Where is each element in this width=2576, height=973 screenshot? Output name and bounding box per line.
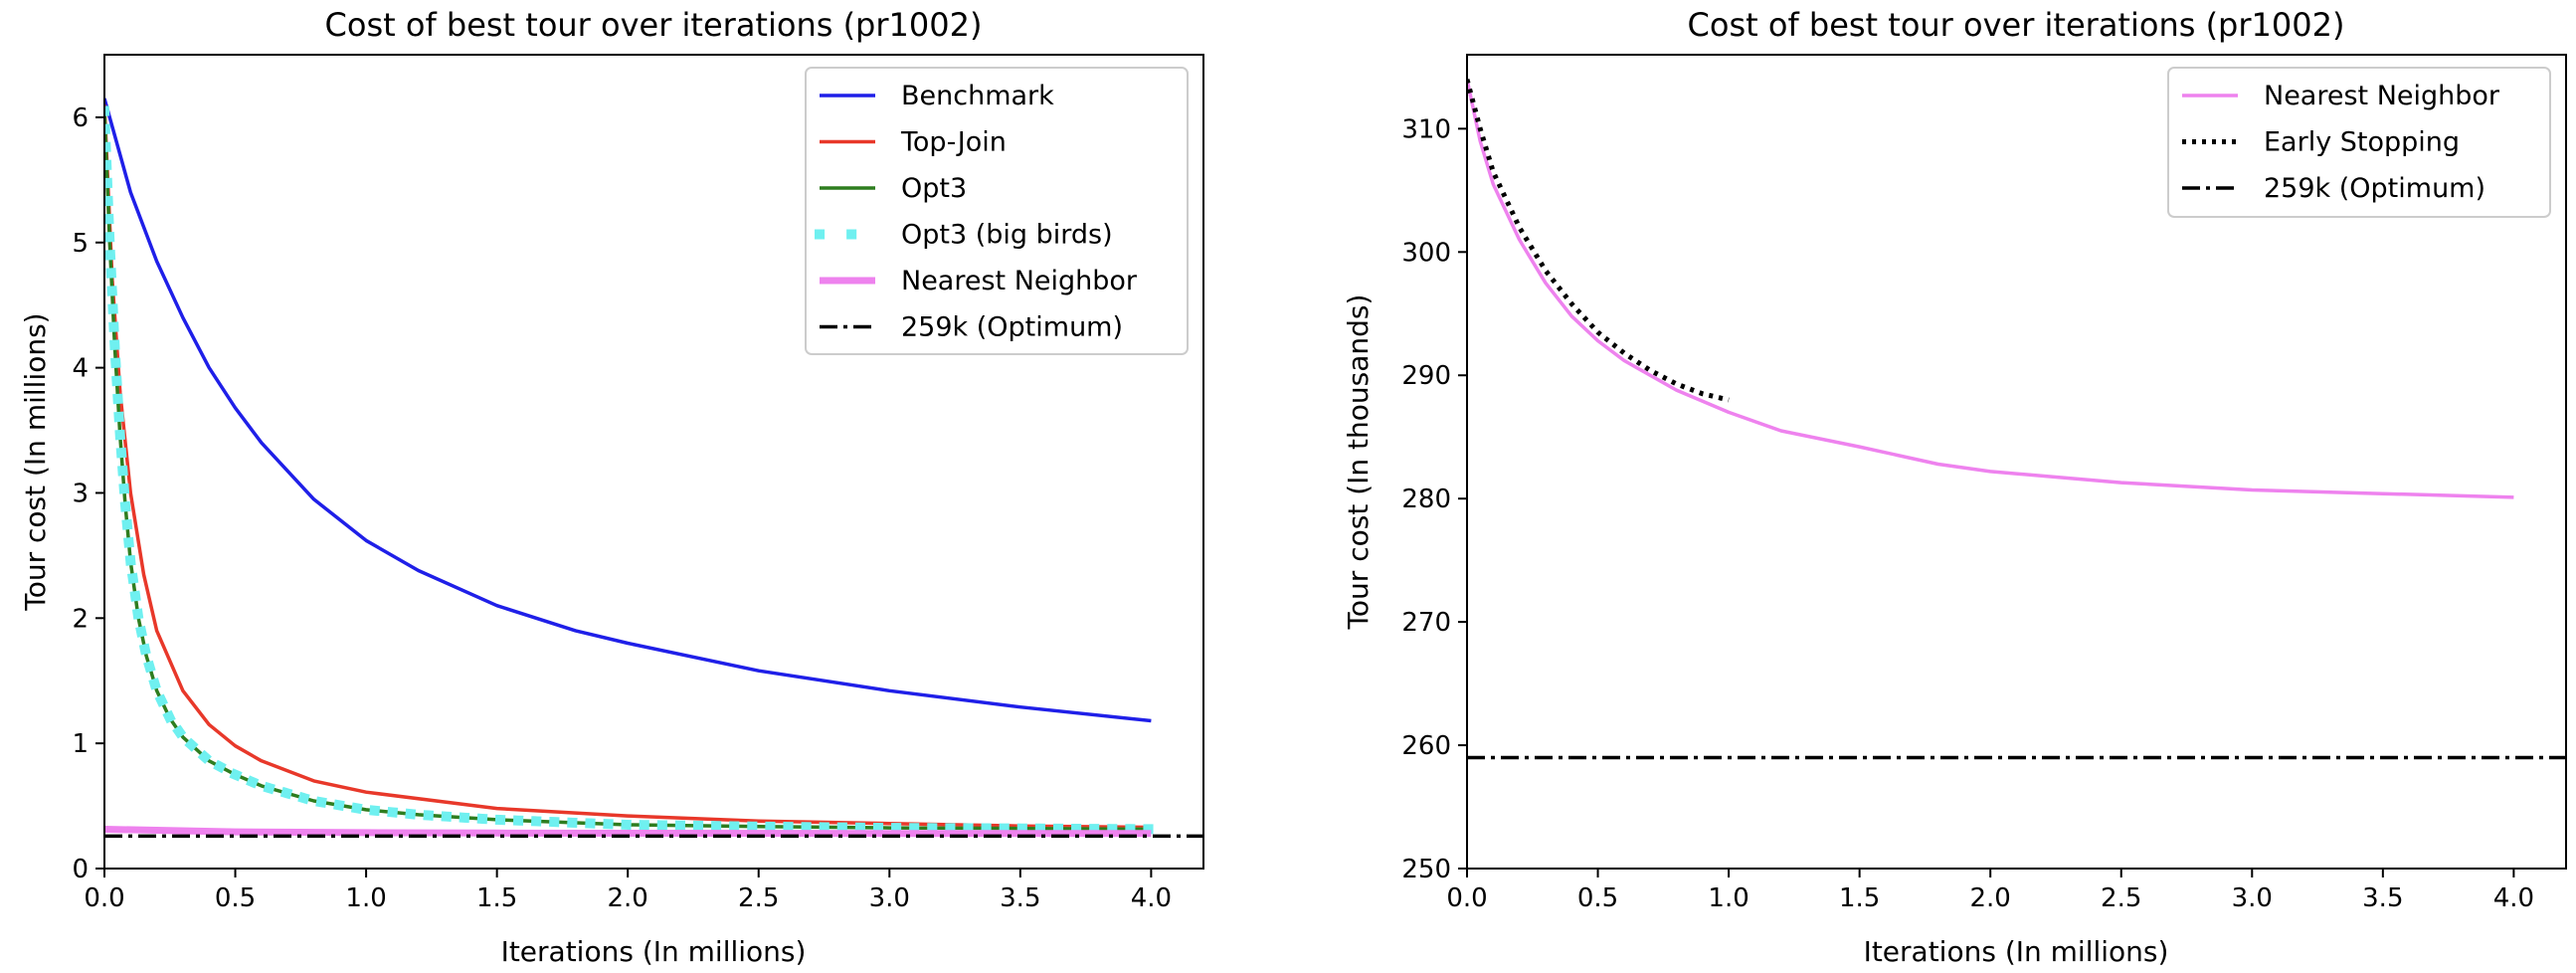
x-tick-label: 0.5 <box>1577 883 1618 913</box>
y-tick-label: 2 <box>72 604 89 634</box>
right-chart-xlabel: Iterations (In millions) <box>1864 935 2169 968</box>
right-chart-ticks: 0.0 0.5 1.0 1.5 2.0 2.5 3.0 3.5 4.0 250 260 270 280 2… <box>1401 114 2534 913</box>
legend-label: Opt3 <box>901 173 967 204</box>
y-tick-label: 280 <box>1401 485 1451 514</box>
legend-label: Benchmark <box>901 81 1054 111</box>
x-tick-label: 3.0 <box>2232 883 2273 913</box>
y-tick-label: 290 <box>1401 361 1451 391</box>
x-tick-label: 1.0 <box>1708 883 1748 913</box>
legend-label: 259k (Optimum) <box>2264 173 2485 204</box>
y-tick-label: 3 <box>72 479 89 508</box>
series-line-4 <box>104 826 1152 838</box>
legend-label: Nearest Neighbor <box>901 266 1138 296</box>
series-line-1 <box>104 104 1152 830</box>
series-line-0 <box>104 97 1152 723</box>
legend-label: Opt3 (big birds) <box>901 220 1113 251</box>
left-chart-xlabel: Iterations (In millions) <box>501 935 807 968</box>
y-tick-label: 5 <box>72 229 89 259</box>
left-plot-frame <box>103 54 1204 870</box>
x-tick-label: 2.5 <box>738 883 779 913</box>
left-chart-ticks: 0.0 0.5 1.0 1.5 2.0 2.5 3.0 3.5 4.0 0 1 2 3 4 5 6 <box>72 103 1172 913</box>
right-chart-panel: 0.0 0.5 1.0 1.5 2.0 2.5 3.0 3.5 4.0 250 260 270 280 2… <box>1342 6 2567 968</box>
y-tick-label: 250 <box>1401 855 1451 884</box>
left-chart-title: Cost of best tour over iterations (pr100… <box>325 6 983 44</box>
y-tick-label: 0 <box>72 855 89 884</box>
series-line-0 <box>1467 79 2514 499</box>
legend-box <box>2167 67 2551 218</box>
y-tick-label: 270 <box>1401 608 1451 638</box>
left-chart-panel: 0.0 0.5 1.0 1.5 2.0 2.5 3.0 3.5 4.0 0 1 2 3 4 5 6 Cost … <box>19 6 1204 968</box>
y-tick-label: 4 <box>72 354 89 384</box>
series-line-2 <box>104 110 1152 832</box>
y-tick-label: 260 <box>1401 731 1451 761</box>
x-tick-label: 0.0 <box>84 883 124 913</box>
x-tick-label: 3.0 <box>869 883 910 913</box>
x-tick-label: 4.0 <box>2493 883 2534 913</box>
x-tick-label: 2.0 <box>608 883 648 913</box>
y-tick-label: 6 <box>72 103 89 133</box>
x-tick-label: 0.0 <box>1446 883 1487 913</box>
x-tick-label: 0.5 <box>215 883 256 913</box>
x-tick-label: 1.5 <box>476 883 517 913</box>
left-chart-series-lines <box>104 97 1203 839</box>
legend-label: Early Stopping <box>2264 127 2460 158</box>
y-tick-label: 310 <box>1401 114 1451 144</box>
x-tick-label: 2.5 <box>2101 883 2141 913</box>
series-line-1 <box>1467 79 1730 403</box>
right-chart-title: Cost of best tour over iterations (pr100… <box>1688 6 2345 44</box>
right-chart-ylabel: Tour cost (In thousands) <box>1342 294 1375 631</box>
y-tick-label: 300 <box>1401 238 1451 268</box>
legend-box <box>805 67 1189 355</box>
y-tick-label: 1 <box>72 729 89 759</box>
legend-label: Nearest Neighbor <box>2264 81 2500 111</box>
right-plot-frame <box>1466 54 2567 870</box>
x-tick-label: 1.5 <box>1839 883 1880 913</box>
left-chart-legend: Benchmark Top-Join Opt3 Opt3 (big birds) Nea… <box>805 67 1189 355</box>
right-chart-legend: Nearest Neighbor Early Stopping 259k (Opti… <box>2167 67 2551 218</box>
left-chart-ylabel: Tour cost (In millions) <box>19 312 52 611</box>
legend-label: Top-Join <box>900 127 1007 158</box>
legend-label: 259k (Optimum) <box>901 312 1123 343</box>
x-tick-label: 2.0 <box>1970 883 2011 913</box>
x-tick-label: 3.5 <box>1000 883 1040 913</box>
right-chart-series-lines <box>1467 79 2566 760</box>
x-tick-label: 4.0 <box>1131 883 1172 913</box>
x-tick-label: 3.5 <box>2362 883 2403 913</box>
x-tick-label: 1.0 <box>345 883 386 913</box>
